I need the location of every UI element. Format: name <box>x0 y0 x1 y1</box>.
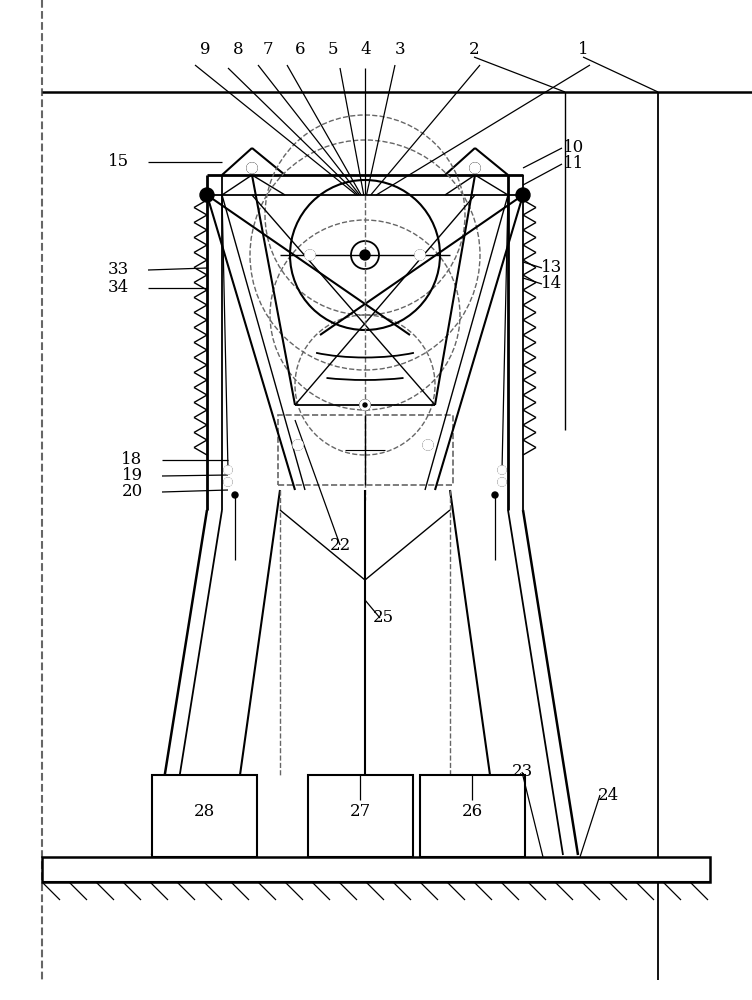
Bar <box>308 775 413 857</box>
Circle shape <box>498 478 506 486</box>
Text: 5: 5 <box>328 41 338 58</box>
Text: 20: 20 <box>121 484 143 500</box>
Text: 4: 4 <box>361 41 371 58</box>
Text: 11: 11 <box>563 155 584 172</box>
Text: 34: 34 <box>108 279 129 296</box>
Bar <box>152 775 257 857</box>
Text: 10: 10 <box>563 139 584 156</box>
Text: 26: 26 <box>462 804 483 820</box>
Text: 2: 2 <box>468 41 479 58</box>
Circle shape <box>415 250 425 260</box>
Circle shape <box>470 163 480 173</box>
Text: 28: 28 <box>193 804 214 820</box>
Circle shape <box>363 403 367 407</box>
Text: 33: 33 <box>108 261 129 278</box>
Circle shape <box>423 440 433 450</box>
Bar <box>420 775 525 857</box>
Circle shape <box>360 250 370 260</box>
Circle shape <box>498 466 506 474</box>
Circle shape <box>247 163 257 173</box>
Circle shape <box>232 492 238 498</box>
Circle shape <box>516 188 530 202</box>
Text: 14: 14 <box>541 275 562 292</box>
Circle shape <box>200 188 214 202</box>
Bar <box>42 857 710 882</box>
Text: 8: 8 <box>232 41 244 58</box>
Text: 15: 15 <box>108 153 129 170</box>
Text: 24: 24 <box>597 786 619 804</box>
Text: 9: 9 <box>200 41 211 58</box>
Text: 13: 13 <box>541 259 562 276</box>
Text: 25: 25 <box>372 609 393 626</box>
Circle shape <box>293 440 303 450</box>
Circle shape <box>360 400 370 410</box>
Text: 6: 6 <box>295 41 305 58</box>
Circle shape <box>492 492 498 498</box>
Text: 27: 27 <box>350 804 371 820</box>
Text: 3: 3 <box>395 41 405 58</box>
Circle shape <box>224 466 232 474</box>
Text: 23: 23 <box>511 764 532 780</box>
Circle shape <box>305 250 315 260</box>
Circle shape <box>224 478 232 486</box>
Text: 18: 18 <box>121 452 143 468</box>
Bar <box>278 415 453 485</box>
Text: 7: 7 <box>262 41 273 58</box>
Text: 1: 1 <box>578 41 588 58</box>
Text: 22: 22 <box>329 536 350 554</box>
Text: 19: 19 <box>121 468 143 485</box>
